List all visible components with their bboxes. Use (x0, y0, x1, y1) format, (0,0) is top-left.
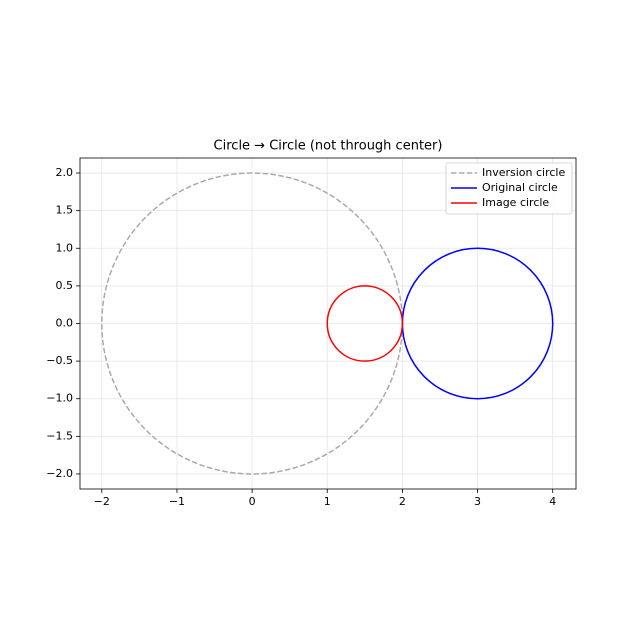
y-tick-label: 0.0 (56, 317, 74, 330)
chart-title: Circle → Circle (not through center) (214, 139, 443, 154)
legend-label: Inversion circle (482, 166, 565, 179)
x-tick-label: 4 (549, 495, 556, 508)
y-tick-label: 1.0 (56, 241, 74, 254)
x-tick-label: 1 (324, 495, 331, 508)
x-tick-label: −1 (169, 495, 185, 508)
y-tick-label: −1.5 (46, 429, 73, 442)
legend-label: Image circle (482, 196, 549, 209)
plot-frame (79, 157, 577, 490)
y-tick-label: 0.5 (56, 279, 74, 292)
y-tick-label: 2.0 (56, 166, 74, 179)
circle (326, 285, 404, 362)
legend-box (445, 162, 573, 215)
y-tick-label: −0.5 (46, 354, 73, 367)
x-tick-label: 2 (399, 495, 406, 508)
y-tick-label: −1.0 (46, 392, 73, 405)
y-tick-label: −2.0 (46, 467, 73, 480)
y-tick-label: 1.5 (56, 204, 74, 217)
x-tick-label: −2 (94, 495, 110, 508)
legend-label: Original circle (482, 181, 558, 194)
x-tick-label: 3 (474, 495, 481, 508)
x-tick-label: 0 (249, 495, 256, 508)
